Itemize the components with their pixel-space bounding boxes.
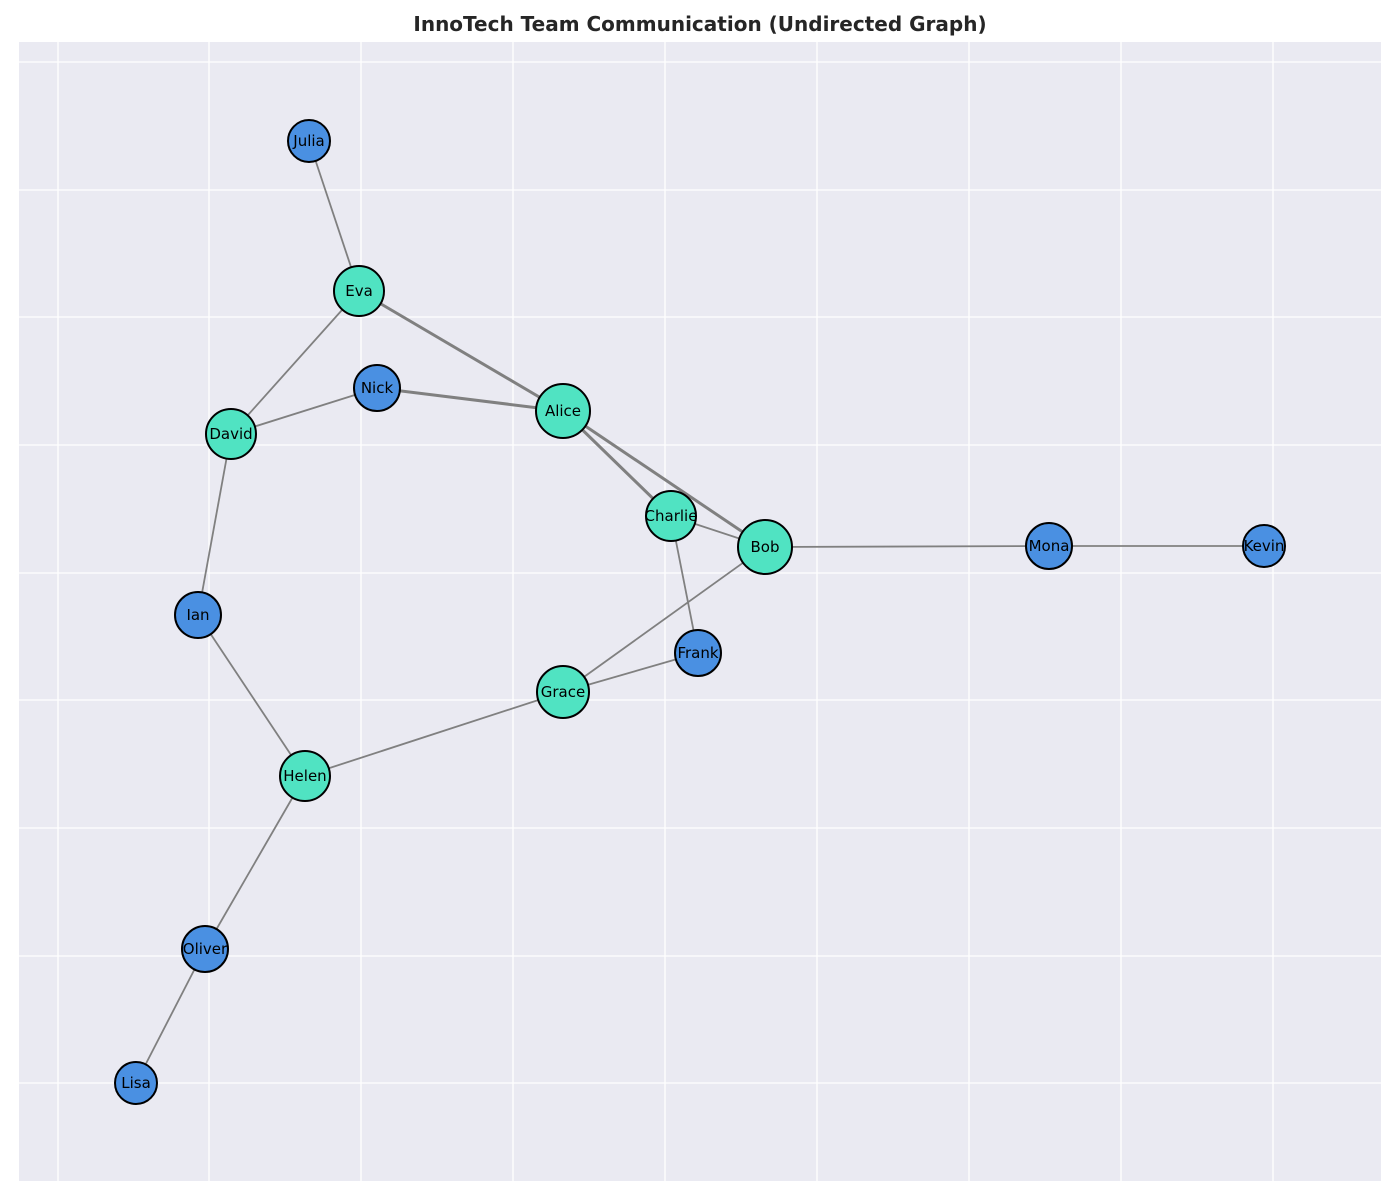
node-label-frank: Frank [677,644,718,662]
node-circle-charlie [645,490,697,542]
node-circle-kevin [1242,524,1286,568]
nodes-layer: Julia Eva Nick Alice David Charlie Bob Mona Kevi… [114,119,1286,1105]
node-circle-ian [174,591,222,639]
node-david: David [205,408,257,460]
node-label-julia: Julia [292,132,324,150]
node-circle-bob [737,519,793,575]
edge-nick-alice [376,386,564,413]
node-label-grace: Grace [541,683,585,701]
node-label-nick: Nick [361,379,394,397]
node-circle-frank [674,629,722,677]
node-ian: Ian [174,591,222,639]
node-label-helen: Helen [283,767,326,785]
node-nick: Nick [353,364,401,412]
node-circle-eva [333,265,385,317]
node-grace: Grace [536,665,590,719]
edge-eva-david [230,290,360,435]
node-lisa: Lisa [114,1061,158,1105]
node-circle-david [205,408,257,460]
node-label-ian: Ian [186,606,209,624]
node-label-eva: Eva [345,282,373,300]
edge-helen-oliver [204,775,306,950]
node-julia: Julia [287,119,331,163]
edge-bob-mona [764,545,1050,548]
plot-area [19,42,1381,1181]
node-alice: Alice [535,383,591,439]
node-circle-alice [535,383,591,439]
node-kevin: Kevin [1242,524,1286,568]
node-mona: Mona [1025,522,1073,570]
edge-ian-helen [197,614,306,777]
node-circle-julia [287,119,331,163]
node-label-mona: Mona [1029,537,1070,555]
node-charlie: Charlie [645,490,698,542]
node-label-charlie: Charlie [645,507,698,525]
node-label-bob: Bob [751,538,780,556]
node-circle-grace [536,665,590,719]
page-title: InnoTech Team Communication (Undirected … [413,12,987,36]
edge-julia-eva [308,140,360,292]
edge-david-ian [197,433,232,616]
edge-eva-alice [358,289,564,413]
node-oliver: Oliver [181,925,229,973]
edge-alice-bob [562,409,766,549]
node-circle-nick [353,364,401,412]
node-circle-oliver [181,925,229,973]
node-bob: Bob [737,519,793,575]
node-eva: Eva [333,265,385,317]
node-circle-mona [1025,522,1073,570]
node-label-alice: Alice [545,402,581,420]
node-label-oliver: Oliver [183,940,228,958]
grid-lines [19,42,1381,1181]
node-frank: Frank [674,629,722,677]
node-label-lisa: Lisa [121,1074,151,1092]
node-circle-lisa [114,1061,158,1105]
node-label-david: David [209,425,252,443]
node-helen: Helen [279,750,331,802]
node-circle-helen [279,750,331,802]
edge-bob-grace [562,546,766,693]
edge-oliver-lisa [135,948,206,1084]
node-label-kevin: Kevin [1244,537,1285,555]
edge-grace-helen [304,691,564,777]
